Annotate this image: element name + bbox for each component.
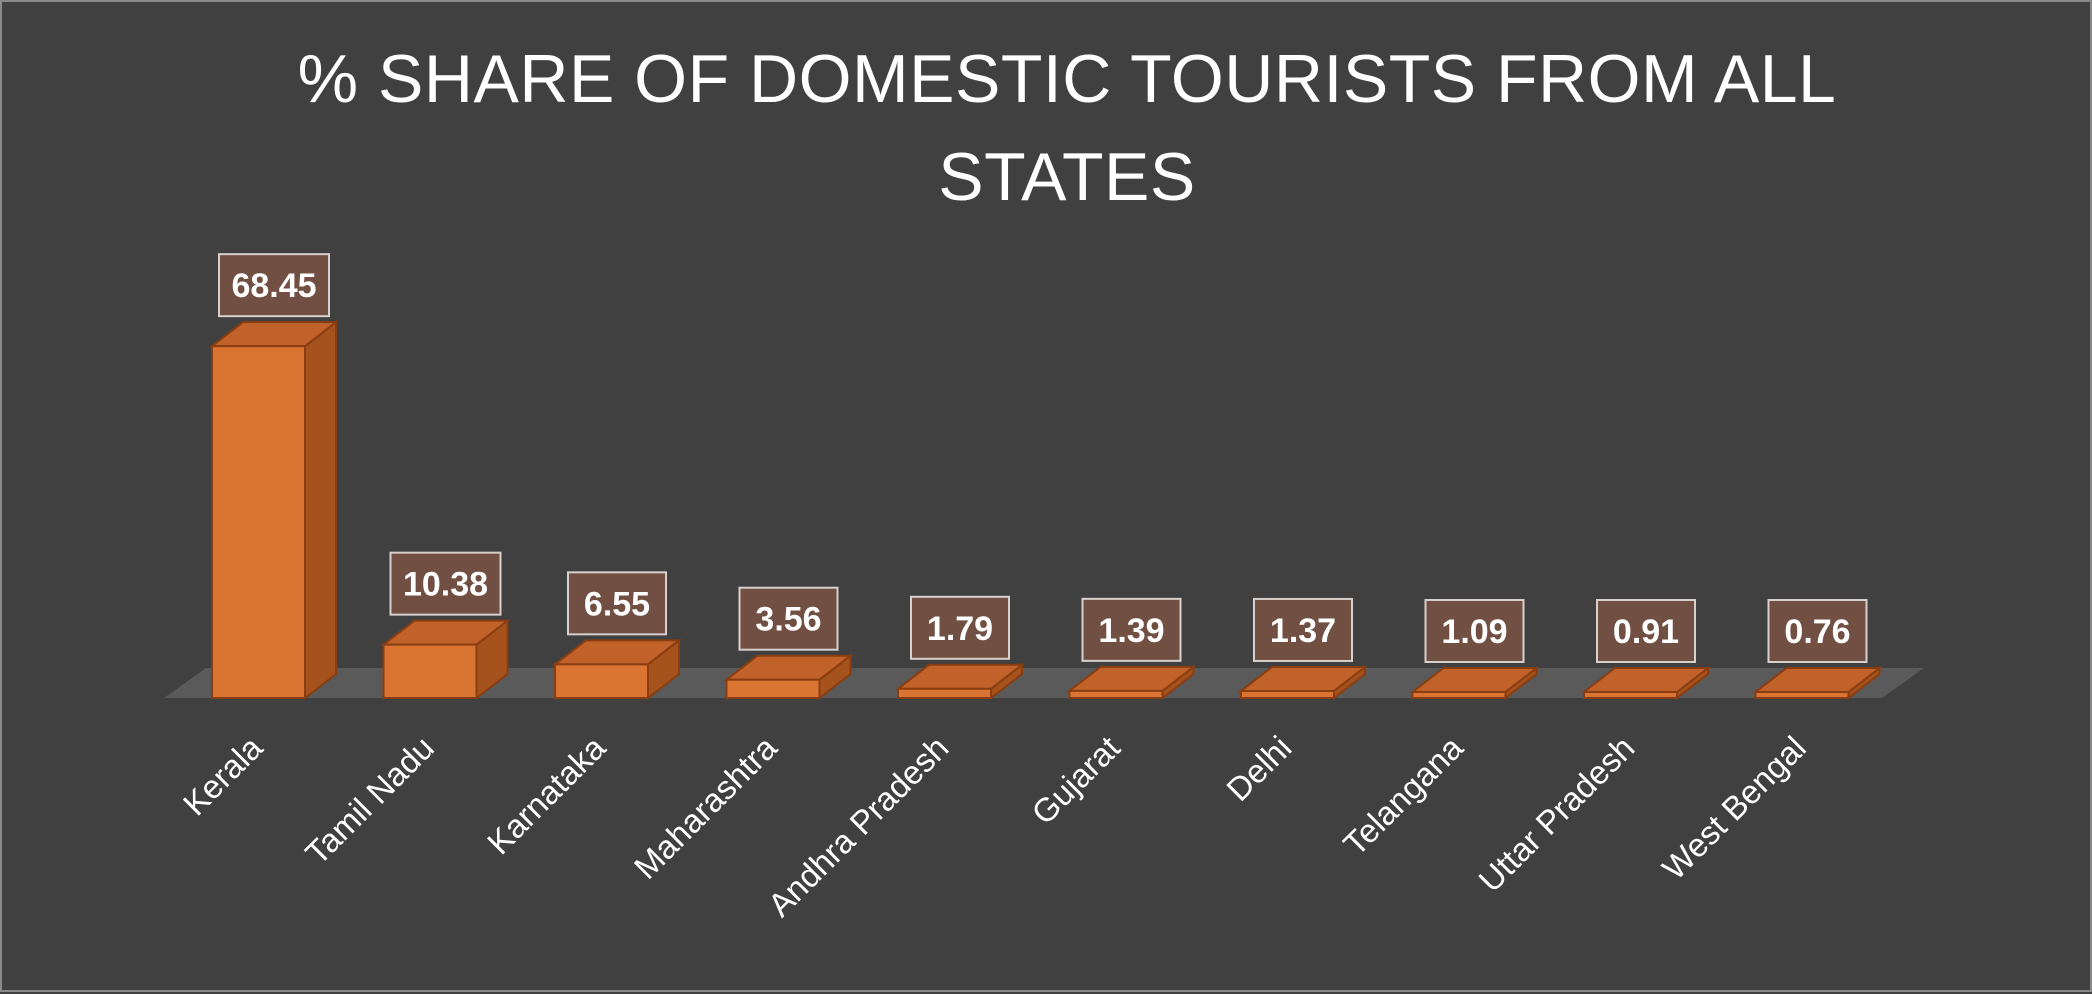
data-label: 6.55 (567, 571, 667, 636)
data-label: 0.91 (1596, 599, 1696, 663)
category-label: Maharashtra (627, 728, 785, 886)
data-label-text: 1.37 (1270, 612, 1336, 650)
category-label: Kerala (176, 728, 270, 822)
category-label: Karnataka (480, 728, 613, 861)
bar-gujarat (1066, 664, 1197, 701)
category-label: Delhi (1219, 729, 1298, 808)
bar-front (725, 678, 821, 699)
category-label: Telangana (1336, 728, 1470, 862)
data-label-box (1424, 599, 1525, 663)
category-label: West Bengal (1655, 729, 1813, 887)
bar-kerala (209, 320, 339, 701)
bar-front (897, 687, 992, 699)
bar-karnataka (552, 638, 682, 701)
bar-uttar-pradesh (1581, 665, 1711, 701)
data-label-box (218, 253, 330, 318)
bar-front (1068, 689, 1164, 700)
data-label-text: 1.39 (1098, 612, 1164, 650)
category-label: Tamil Nadu (298, 729, 441, 872)
data-label: 1.79 (910, 595, 1010, 660)
bar-delhi (1238, 664, 1368, 701)
category-label: Gujarat (1024, 729, 1127, 832)
bar-telangana (1409, 665, 1540, 701)
data-label: 10.38 (389, 551, 502, 616)
bar-tamil-nadu (380, 618, 511, 701)
data-label-text: 1.09 (1441, 613, 1507, 651)
bar-maharashtra (723, 653, 854, 701)
data-label-text: 10.38 (403, 566, 488, 604)
bar-front (382, 643, 478, 699)
data-label: 68.45 (218, 253, 330, 318)
bar-front (1240, 689, 1335, 699)
data-label-text: 3.56 (755, 601, 821, 639)
bar-front (211, 345, 306, 699)
data-label-box (1081, 597, 1182, 662)
bar-side (304, 320, 337, 701)
bar-front (1754, 691, 1850, 699)
data-label-text: 1.79 (927, 610, 993, 648)
bar-front (554, 663, 649, 700)
data-label-box (1767, 599, 1868, 663)
data-label-box (910, 595, 1010, 660)
bar-front (1411, 691, 1507, 699)
category-label: Uttar Pradesh (1471, 729, 1641, 899)
data-label: 0.76 (1767, 599, 1868, 663)
data-label: 3.56 (738, 586, 839, 651)
data-label-text: 0.91 (1613, 613, 1679, 651)
data-label: 1.37 (1253, 597, 1353, 662)
bar-front (1583, 691, 1678, 699)
data-label-box (738, 586, 839, 651)
category-label: Andhra Pradesh (761, 729, 956, 924)
chart-title: % SHARE OF DOMESTIC TOURISTS FROM ALL ST… (297, 41, 1837, 215)
data-label-text: 68.45 (231, 267, 316, 305)
bar-west-bengal (1752, 665, 1883, 701)
data-label-text: 6.55 (584, 585, 650, 623)
data-label: 1.09 (1424, 599, 1525, 663)
data-label: 1.39 (1081, 597, 1182, 662)
data-label-box (1253, 597, 1353, 662)
data-label-box (1596, 599, 1696, 663)
bar-andhra-pradesh (895, 662, 1025, 701)
data-label-box (389, 551, 502, 616)
data-label-box (567, 571, 667, 636)
data-label-text: 0.76 (1784, 613, 1850, 651)
